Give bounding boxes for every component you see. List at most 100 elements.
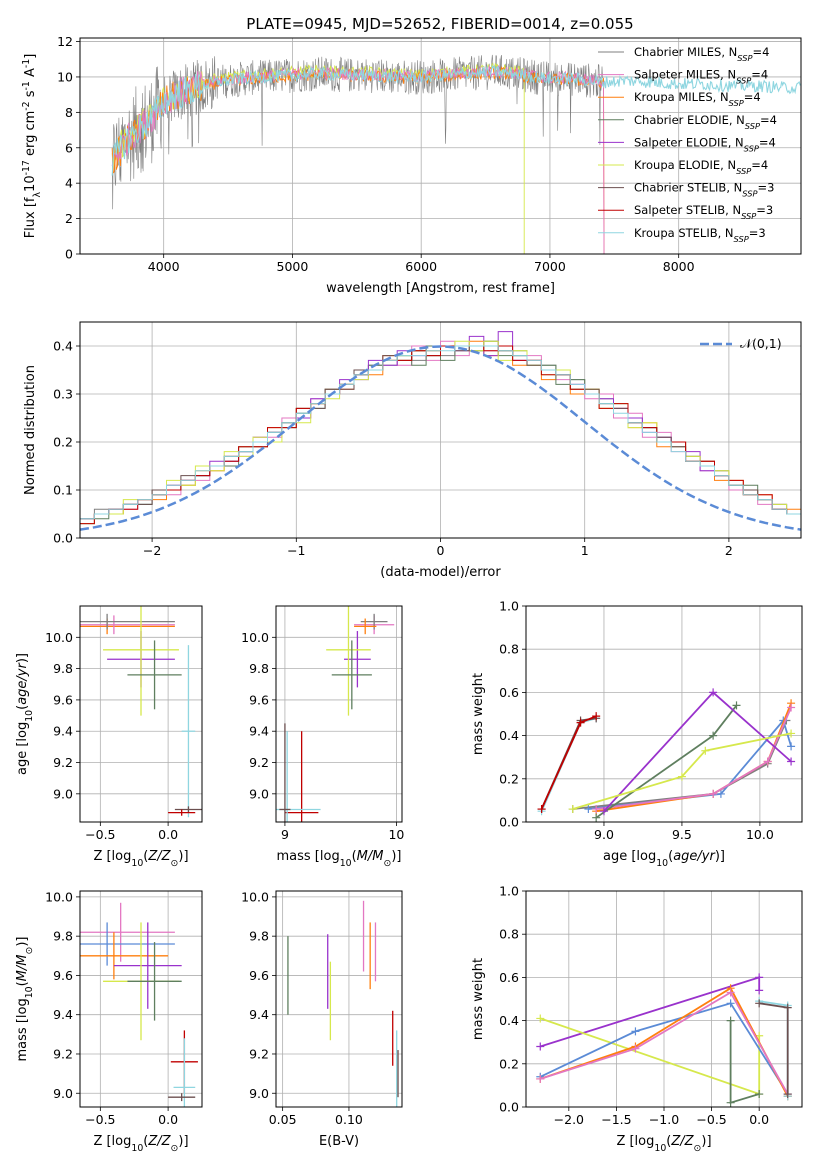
tick-label-x: 4000 bbox=[148, 259, 180, 274]
weight-marker-salpeter_elodie bbox=[709, 688, 718, 697]
tick-label-x: −1 bbox=[287, 543, 305, 558]
tick-label-y: 6 bbox=[65, 140, 73, 155]
tick-label-y: 9.4 bbox=[249, 1007, 269, 1022]
tick-label-y: 2 bbox=[65, 211, 73, 226]
tick-label-y: 9.4 bbox=[53, 1007, 73, 1022]
legend-entry: Salpeter ELODIE, NSSP=4 bbox=[634, 135, 776, 153]
age-vs-mass-panel: 9 10 9.0 9.2 9.4 9.6 9.8 10.0 mass [log10(M/M⊙)] bbox=[241, 605, 404, 869]
tick-label-y: 0.3 bbox=[53, 387, 73, 402]
axes-frame bbox=[79, 37, 802, 255]
weight-marker-chabrier_elodie bbox=[755, 1090, 764, 1099]
tick-label-y: 0.4 bbox=[53, 339, 73, 354]
weight-marker-kroupa_elodie bbox=[677, 772, 686, 781]
tick-label-y: 0 bbox=[65, 247, 73, 262]
tick-label-y: 10.0 bbox=[45, 630, 73, 645]
weight-marker-salpeter_miles bbox=[709, 789, 718, 798]
plot-area bbox=[80, 902, 198, 1107]
weight-line-salpeter_stelib bbox=[540, 715, 597, 810]
tick-label-x: 10.0 bbox=[746, 827, 774, 842]
tick-label-y: 9.2 bbox=[249, 755, 269, 770]
tick-label-y: 9.6 bbox=[249, 968, 269, 983]
tick-label-y: 1.0 bbox=[499, 884, 519, 899]
weight-marker-kroupa_elodie bbox=[701, 746, 710, 755]
mass-vs-ebv-panel: 0.05 0.10 9.0 9.2 9.4 9.6 9.8 10.0 E(B-V) bbox=[241, 889, 403, 1149]
weight-line-salpeter_miles bbox=[596, 707, 792, 810]
weight-vs-metallicity-panel: −2.0 −1.5 −1.0 −0.5 0.0 0.0 0.2 0.4 0.6 0.8 1.0 Z [… bbox=[471, 884, 803, 1154]
weight-marker-salpeter_miles bbox=[787, 703, 796, 712]
x-axis-label: age [log10(age/yr)] bbox=[603, 849, 725, 869]
tick-label-x: 2 bbox=[725, 543, 733, 558]
tick-label-x: 0.10 bbox=[335, 1112, 363, 1127]
weight-marker-chabrier_stelib bbox=[783, 1090, 792, 1099]
plot-area bbox=[536, 973, 792, 1107]
weight-marker-salpeter_stelib bbox=[576, 718, 585, 727]
legend-entry: Kroupa STELIB, NSSP=3 bbox=[634, 226, 766, 244]
weight-marker-chabrier_stelib bbox=[755, 999, 764, 1008]
weight-marker-salpeter_miles bbox=[763, 757, 772, 766]
legend-entry: Kroupa ELODIE, NSSP=4 bbox=[634, 158, 768, 176]
y-axis-label: mass weight bbox=[471, 958, 486, 1040]
weight-marker-salpeter_stelib bbox=[537, 805, 546, 814]
weight-marker-salpeter_elodie bbox=[536, 1042, 545, 1051]
weight-marker-salpeter_elodie bbox=[599, 807, 608, 816]
tick-label-y: 9.0 bbox=[249, 786, 269, 801]
legend-entry: Kroupa MILES, NSSP=4 bbox=[634, 90, 761, 108]
weight-line-salpeter_elodie bbox=[540, 976, 761, 1048]
legend-entry: Chabrier STELIB, NSSP=3 bbox=[634, 181, 774, 199]
tick-label-x: 0.0 bbox=[749, 1112, 769, 1127]
weight-marker-gauss bbox=[726, 999, 735, 1008]
tick-label-x: −1.5 bbox=[601, 1112, 631, 1127]
tick-label-y: 0.0 bbox=[499, 815, 519, 830]
weight-marker-gauss bbox=[584, 805, 593, 814]
tick-label-y: 9.8 bbox=[53, 929, 73, 944]
tick-label-y: 0.6 bbox=[499, 685, 519, 700]
weight-marker-kroupa_elodie bbox=[787, 729, 796, 738]
weight-marker-chabrier_elodie bbox=[726, 1098, 735, 1107]
legend-entry: Chabrier ELODIE, NSSP=4 bbox=[634, 113, 777, 131]
tick-label-x: 7000 bbox=[534, 259, 566, 274]
tick-label-y: 9.6 bbox=[53, 968, 73, 983]
axes-frame bbox=[525, 890, 803, 1108]
weight-marker-salpeter_miles bbox=[631, 1044, 640, 1053]
tick-label-y: 0.6 bbox=[499, 970, 519, 985]
tick-label-y: 9.6 bbox=[53, 692, 73, 707]
plot-area bbox=[80, 331, 801, 531]
tick-label-x: 1 bbox=[581, 543, 589, 558]
tick-label-x: 5000 bbox=[277, 259, 309, 274]
y-axis-label: Normed distribution bbox=[23, 365, 38, 495]
tick-label-y: 0.2 bbox=[499, 1056, 519, 1071]
y-axis-label: mass [log10(M/M⊙)] bbox=[15, 937, 35, 1062]
x-axis-label: (data-model)/error bbox=[380, 565, 501, 580]
mass-vs-metallicity-panel: −0.5 0.0 9.0 9.2 9.4 9.6 9.8 10.0 Z [log10(Z/Z⊙)… bbox=[15, 889, 203, 1154]
tick-label-y: 0.2 bbox=[53, 435, 73, 450]
tick-label-y: 0.8 bbox=[499, 927, 519, 942]
histogram-kroupa_stelib bbox=[80, 345, 801, 520]
y-axis-label: mass weight bbox=[471, 673, 486, 755]
y-axis-label: age [log10(age/yr)] bbox=[15, 653, 35, 775]
tick-label-x: 9 bbox=[281, 827, 289, 842]
axes-frame bbox=[79, 605, 203, 823]
age-vs-metallicity-panel: −0.5 0.0 9.0 9.2 9.4 9.6 9.8 10.0 Z [log10(Z/Z⊙)… bbox=[15, 605, 203, 869]
weight-marker-salpeter_miles bbox=[592, 805, 601, 814]
weight-marker-salpeter_miles bbox=[536, 1074, 545, 1083]
tick-label-x: 9.0 bbox=[594, 827, 614, 842]
tick-label-y: 1.0 bbox=[499, 599, 519, 614]
tick-label-y: 0.2 bbox=[499, 771, 519, 786]
weight-marker-kroupa_elodie bbox=[568, 805, 577, 814]
tick-label-x: 0.05 bbox=[269, 1112, 297, 1127]
tick-label-x: −1.0 bbox=[649, 1112, 679, 1127]
weight-marker-salpeter_stelib bbox=[592, 712, 601, 721]
model-spectrum-kroupa_stelib bbox=[111, 64, 801, 176]
weight-marker-chabrier_stelib bbox=[783, 1003, 792, 1012]
tick-label-y: 12 bbox=[57, 34, 73, 49]
tick-label-y: 0.1 bbox=[53, 483, 73, 498]
tick-label-y: 9.8 bbox=[53, 661, 73, 676]
axes-frame bbox=[79, 321, 802, 539]
tick-label-x: 0.0 bbox=[158, 827, 178, 842]
weight-line-chabrier_miles bbox=[572, 720, 788, 810]
normal-curve bbox=[80, 345, 801, 531]
tick-label-x: 9.5 bbox=[672, 827, 692, 842]
tick-label-x: −0.5 bbox=[85, 827, 115, 842]
spectrum-panel: 4000 5000 6000 7000 8000 0 2 4 6 8 10 12 wavelength … bbox=[21, 34, 802, 296]
